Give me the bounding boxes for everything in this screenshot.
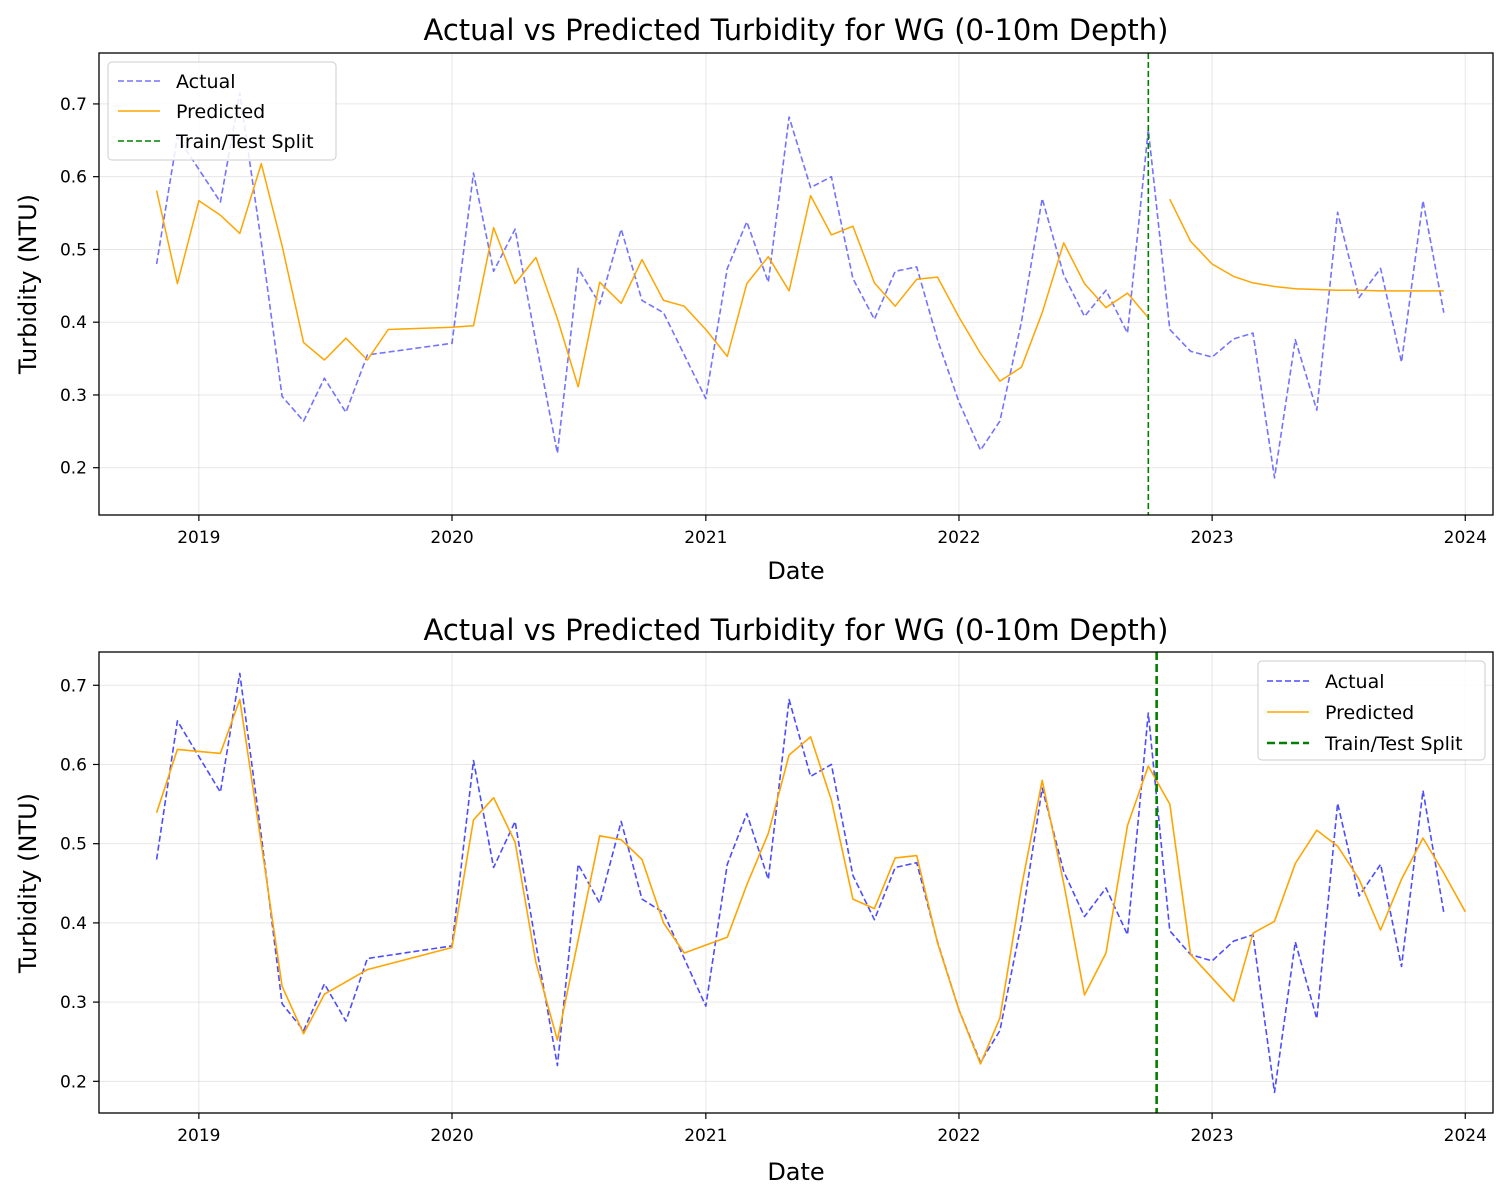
axes-frame: [98, 52, 1494, 516]
legend: Actual Predicted Train/Test Split: [107, 61, 337, 161]
legend: Actual Predicted Train/Test Split: [1257, 660, 1486, 761]
x-tick-label: 2023: [1190, 1126, 1233, 1146]
plot-area: [155, 53, 1445, 515]
x-tick-label: 2020: [430, 528, 473, 548]
legend-label-predicted: Predicted: [1325, 702, 1414, 724]
legend-box: [1257, 660, 1486, 761]
y-tick-label: 0.6: [60, 755, 87, 775]
y-tick-label: 0.4: [60, 914, 87, 934]
x-axis-label: Date: [767, 1158, 824, 1186]
legend-box: [107, 61, 337, 161]
y-tick-label: 0.2: [60, 459, 87, 479]
legend-label-actual: Actual: [1325, 671, 1385, 693]
legend-label-predicted: Predicted: [176, 101, 265, 123]
x-tick-label: 2021: [684, 1126, 727, 1146]
plot-area: [155, 652, 1466, 1113]
x-tick-label: 2021: [684, 528, 727, 548]
series-line-predicted: [1169, 198, 1444, 292]
y-tick-label: 0.2: [60, 1072, 87, 1092]
grid: [99, 652, 1493, 1113]
y-tick-label: 0.7: [60, 676, 87, 696]
y-tick-label: 0.5: [60, 835, 87, 855]
legend-label-split: Train/Test Split: [1324, 733, 1463, 755]
x-tick-label: 2023: [1190, 528, 1233, 548]
x-axis-ticks: 2019 2020 2021 2022 2023 2024: [177, 1113, 1487, 1146]
x-tick-label: 2022: [937, 528, 980, 548]
y-tick-label: 0.7: [60, 95, 87, 115]
x-tick-label: 2019: [177, 528, 220, 548]
series-line-predicted: [155, 698, 1466, 1065]
y-axis-ticks: 0.2 0.3 0.4 0.5 0.6 0.7: [60, 676, 99, 1092]
axes-frame: [98, 651, 1494, 1114]
x-tick-label: 2024: [1444, 1126, 1487, 1146]
y-axis-label: Turbidity (NTU): [14, 194, 42, 375]
y-tick-label: 0.6: [60, 168, 87, 188]
y-tick-label: 0.4: [60, 313, 87, 333]
series-line-actual: [155, 92, 1445, 479]
legend-label-actual: Actual: [176, 71, 236, 93]
chart-title: Actual vs Predicted Turbidity for WG (0-…: [424, 13, 1169, 47]
series-line-actual: [155, 672, 1445, 1094]
x-tick-label: 2024: [1444, 528, 1487, 548]
y-axis-label: Turbidity (NTU): [14, 793, 42, 974]
y-tick-label: 0.3: [60, 993, 87, 1013]
x-tick-label: 2020: [430, 1126, 473, 1146]
chart-bottom: Actual vs Predicted Turbidity for WG (0-…: [14, 613, 1494, 1186]
x-axis-label: Date: [767, 557, 824, 585]
x-axis-ticks: 2019 2020 2021 2022 2023 2024: [177, 515, 1487, 548]
y-tick-label: 0.5: [60, 240, 87, 260]
chart-title: Actual vs Predicted Turbidity for WG (0-…: [424, 613, 1169, 647]
y-tick-label: 0.3: [60, 386, 87, 406]
x-tick-label: 2019: [177, 1126, 220, 1146]
y-axis-ticks: 0.2 0.3 0.4 0.5 0.6 0.7: [60, 95, 99, 479]
series-line-predicted: [155, 162, 1149, 388]
legend-label-split: Train/Test Split: [175, 131, 314, 153]
chart-top: Actual vs Predicted Turbidity for WG (0-…: [14, 13, 1494, 585]
x-tick-label: 2022: [937, 1126, 980, 1146]
